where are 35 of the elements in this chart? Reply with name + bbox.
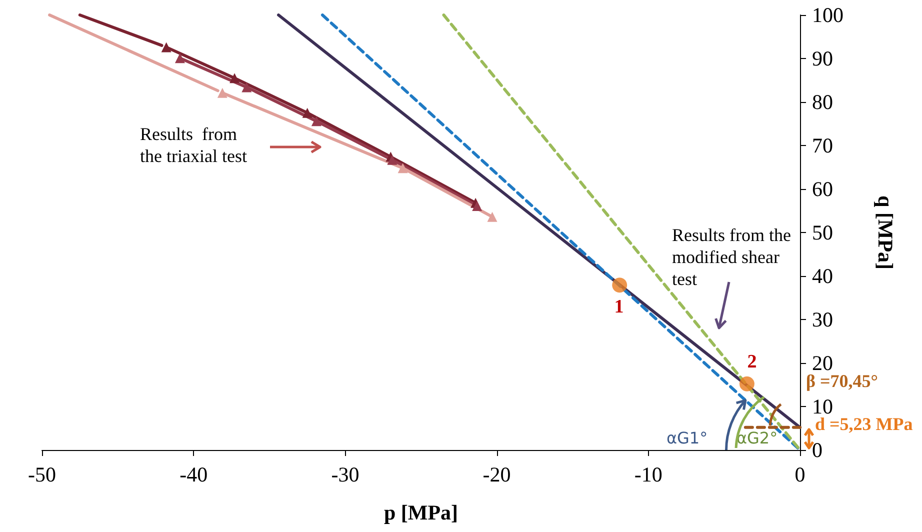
point xyxy=(487,212,498,222)
annotation: αG1° xyxy=(666,428,708,448)
x-tick-label: 0 xyxy=(794,462,806,486)
annotation: 2 xyxy=(747,352,757,372)
x-axis-title: p [MPa] xyxy=(384,500,458,524)
point xyxy=(311,116,322,126)
point xyxy=(161,42,172,52)
x-tick-label: -20 xyxy=(482,462,511,486)
x-tick-label: -10 xyxy=(634,462,662,486)
annotation: Results from the modified shear test xyxy=(672,225,791,289)
y-tick-label: 100 xyxy=(812,3,844,27)
y-tick-label: 80 xyxy=(812,90,833,114)
point xyxy=(739,376,754,392)
point xyxy=(398,163,408,174)
annotation: Results from the triaxial test xyxy=(140,124,247,166)
point xyxy=(217,88,228,98)
y-tick-label: 0 xyxy=(812,438,822,462)
point xyxy=(472,200,482,211)
y-tick-label: 30 xyxy=(812,308,833,332)
point xyxy=(302,108,312,118)
point xyxy=(174,53,185,64)
annotation: 1 xyxy=(614,296,624,318)
x-tick-label: -40 xyxy=(180,462,208,486)
point xyxy=(387,154,398,165)
y-tick-label: 50 xyxy=(812,220,833,244)
y-tick-label: 40 xyxy=(812,264,833,288)
y-tick-label: 60 xyxy=(812,177,833,201)
point xyxy=(612,278,628,293)
y-tick-label: 90 xyxy=(812,46,833,70)
x-tick-label: -30 xyxy=(331,462,360,486)
point xyxy=(230,73,240,84)
y-tick-label: 70 xyxy=(812,134,833,158)
point xyxy=(242,82,252,92)
y-axis-title: q [MPa] xyxy=(874,195,898,270)
x-tick-label: -50 xyxy=(28,462,56,486)
